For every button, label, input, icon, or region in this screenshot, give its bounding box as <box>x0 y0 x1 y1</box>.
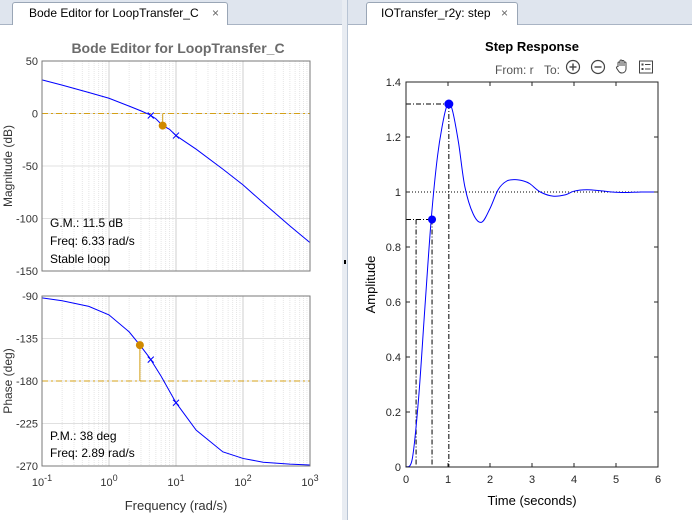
bode-plot[interactable]: Bode Editor for LoopTransfer_C 50 0 -50 -100… <box>0 24 342 520</box>
x-tick-label: 0 <box>403 474 409 486</box>
phase-margin-text: P.M.: 38 deg <box>50 429 117 443</box>
tab-label: Bode Editor for LoopTransfer_C <box>29 6 199 20</box>
time-axis-label: Time (seconds) <box>487 493 576 508</box>
magnitude-axes-frame <box>41 60 311 272</box>
y-tick-label: -100 <box>16 214 38 226</box>
right-tabstrip: IOTransfer_r2y: step × <box>348 0 692 25</box>
x-tick-label: 5 <box>613 474 619 486</box>
amplitude-axis-label: Amplitude <box>363 256 378 314</box>
x-tick-label: 103 <box>301 473 318 489</box>
x-tick-label: 102 <box>234 473 251 489</box>
y-tick-label: 0.4 <box>386 352 401 364</box>
close-icon[interactable]: × <box>501 6 509 20</box>
x-tick-label: 6 <box>655 474 661 486</box>
gain-margin-marker <box>158 121 167 130</box>
left-tabstrip: Bode Editor for LoopTransfer_C × <box>0 0 342 25</box>
x-tick-label: 1 <box>445 474 451 486</box>
close-icon[interactable]: × <box>212 6 220 20</box>
gain-margin-freq-text: Freq: 6.33 rad/s <box>50 234 135 248</box>
axes-background <box>406 82 658 467</box>
peak-response-marker <box>444 99 454 109</box>
step-response-curve <box>405 102 659 468</box>
pole-marker <box>147 112 155 119</box>
bode-editor-panel: Bode Editor for LoopTransfer_C × Bode Ed… <box>0 0 343 520</box>
y-tick-label: 1.4 <box>386 77 401 89</box>
rise-time-marker <box>428 215 437 224</box>
x-tick-label: 10-1 <box>32 473 52 489</box>
phase-curve <box>41 297 311 466</box>
y-tick-label: 1 <box>395 187 401 199</box>
zoom-in-icon[interactable] <box>565 59 581 75</box>
y-tick-label: -270 <box>16 461 38 473</box>
to-label: To: <box>544 63 561 77</box>
y-tick-label: 50 <box>26 56 38 68</box>
y-tick-label: 1.2 <box>386 132 401 144</box>
magnitude-axis-label: Magnitude (dB) <box>1 125 15 207</box>
step-response-plot[interactable]: Step Response 1.4 1.2 1 0.8 0.6 0.4 0.2 00 1 2 3 4 5 6… <box>348 24 692 520</box>
frequency-axis-label: Frequency (rad/s) <box>125 498 228 513</box>
y-tick-label: 0.6 <box>386 297 401 309</box>
pan-hand-icon[interactable] <box>614 58 630 74</box>
bode-title: Bode Editor for LoopTransfer_C <box>71 40 284 56</box>
phase-margin-marker <box>135 341 144 350</box>
from-label: From: r <box>495 63 534 77</box>
phase-axes-frame <box>41 295 311 467</box>
tab-step-response[interactable]: IOTransfer_r2y: step × <box>366 2 518 25</box>
y-tick-label: -50 <box>22 161 38 173</box>
phase-axis-label: Phase (deg) <box>1 348 15 413</box>
x-tick-label: 2 <box>487 474 493 486</box>
x-tick-label: 100 <box>100 473 117 489</box>
zoom-out-icon[interactable] <box>590 59 606 75</box>
y-tick-label: -150 <box>16 266 38 278</box>
y-tick-label: 0 <box>32 109 38 121</box>
legend-icon[interactable] <box>638 59 654 75</box>
x-tick-label: 3 <box>529 474 535 486</box>
splitter-grip <box>344 260 346 264</box>
pole-marker <box>172 399 180 407</box>
pole-marker <box>147 356 155 364</box>
x-tick-label: 4 <box>571 474 577 486</box>
tab-label: IOTransfer_r2y: step <box>381 6 491 20</box>
phase-margin-freq-text: Freq: 2.89 rad/s <box>50 446 135 460</box>
gain-margin-text: G.M.: 11.5 dB <box>50 216 123 230</box>
y-tick-label: -225 <box>16 419 38 431</box>
y-tick-label: -90 <box>22 291 38 303</box>
y-tick-label: 0.8 <box>386 242 401 254</box>
stability-text: Stable loop <box>50 252 110 266</box>
x-tick-label: 101 <box>167 473 184 489</box>
tab-bode-editor[interactable]: Bode Editor for LoopTransfer_C × <box>12 2 228 25</box>
y-tick-label: 0 <box>395 462 401 474</box>
y-tick-label: 0.2 <box>386 407 401 419</box>
pole-marker <box>172 132 180 139</box>
y-tick-label: -180 <box>16 376 38 388</box>
step-title: Step Response <box>485 39 579 54</box>
step-response-panel: IOTransfer_r2y: step × From: r To: Step … <box>347 0 692 520</box>
y-tick-label: -135 <box>16 334 38 346</box>
